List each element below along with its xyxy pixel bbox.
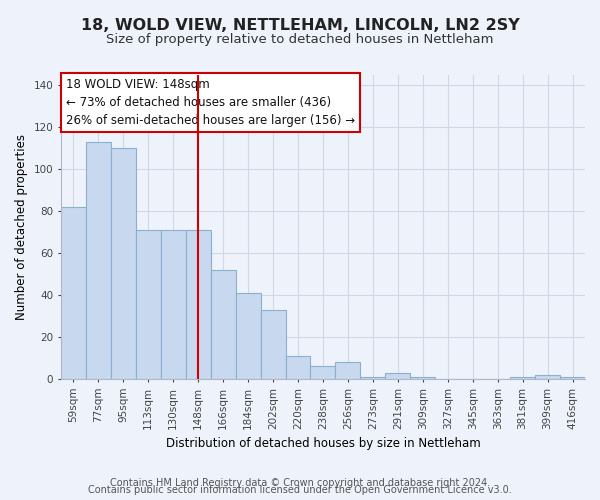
Bar [86,142,111,379]
Bar [186,230,211,379]
Bar [361,377,385,379]
Bar [136,230,161,379]
Bar [560,377,585,379]
Text: Contains public sector information licensed under the Open Government Licence v3: Contains public sector information licen… [88,485,512,495]
Bar [111,148,136,379]
Bar [161,230,186,379]
Text: Size of property relative to detached houses in Nettleham: Size of property relative to detached ho… [106,32,494,46]
Bar [310,366,335,379]
Bar [385,372,410,379]
Bar [211,270,236,379]
Bar [286,356,310,379]
Bar [510,377,535,379]
Text: 18 WOLD VIEW: 148sqm
← 73% of detached houses are smaller (436)
26% of semi-deta: 18 WOLD VIEW: 148sqm ← 73% of detached h… [66,78,355,127]
Y-axis label: Number of detached properties: Number of detached properties [15,134,28,320]
Text: 18, WOLD VIEW, NETTLEHAM, LINCOLN, LN2 2SY: 18, WOLD VIEW, NETTLEHAM, LINCOLN, LN2 2… [80,18,520,32]
Text: Contains HM Land Registry data © Crown copyright and database right 2024.: Contains HM Land Registry data © Crown c… [110,478,490,488]
Bar [236,293,260,379]
X-axis label: Distribution of detached houses by size in Nettleham: Distribution of detached houses by size … [166,437,481,450]
Bar [335,362,361,379]
Bar [535,374,560,379]
Bar [61,207,86,379]
Bar [260,310,286,379]
Bar [410,377,435,379]
